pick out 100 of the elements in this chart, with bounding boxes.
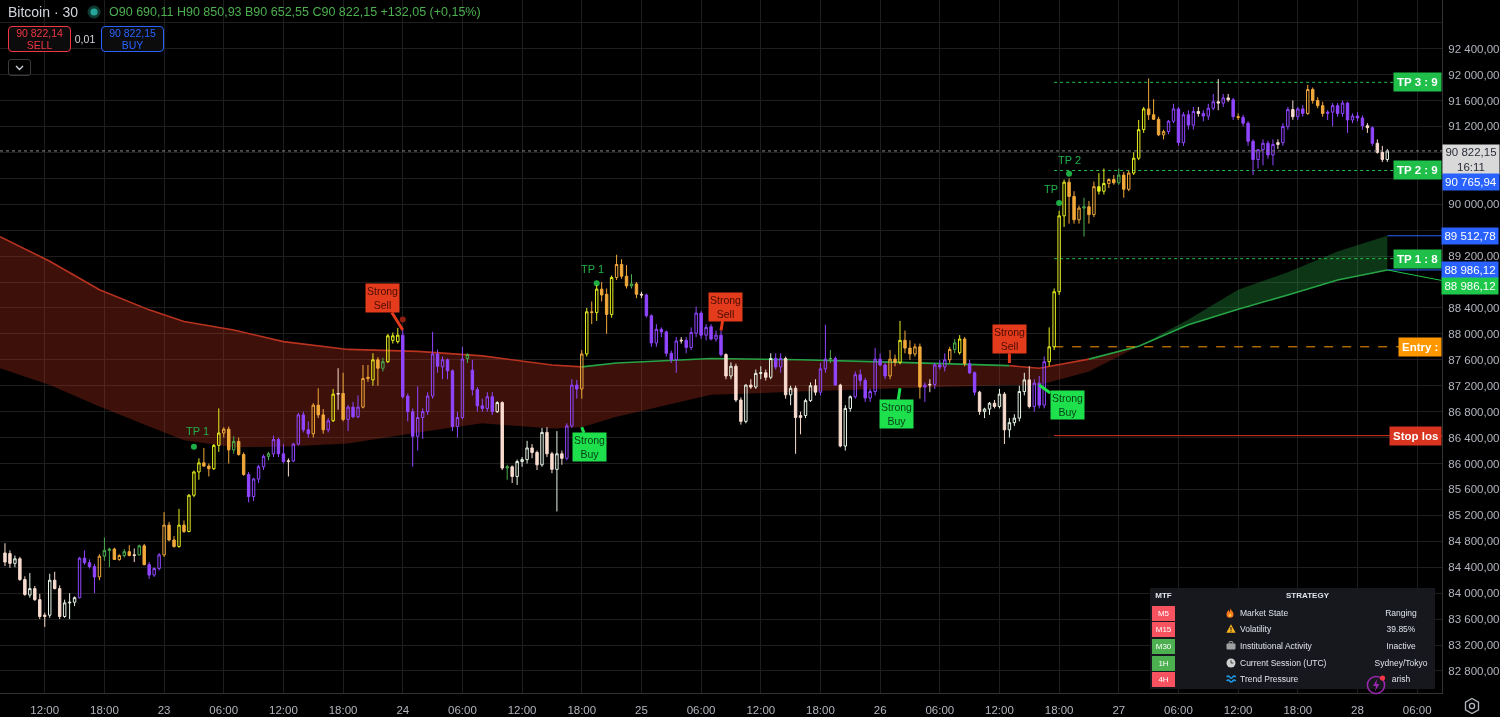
- x-tick-label: 28: [1351, 703, 1364, 716]
- x-tick-label: 18:00: [328, 703, 358, 716]
- annotation: TP 1: [581, 263, 605, 275]
- candlestick: [987, 401, 992, 416]
- x-tick-label: 18:00: [1283, 703, 1313, 716]
- candlestick: [793, 385, 798, 455]
- candlestick: [1191, 106, 1196, 131]
- candlestick: [1320, 101, 1325, 118]
- annotation: Current Session (UTC): [1240, 656, 1327, 670]
- x-tick-label: 06:00: [1402, 703, 1432, 716]
- x-tick-label: 12:00: [746, 703, 776, 716]
- y-tick-label: 91 200,00: [1448, 120, 1500, 133]
- candlestick: [326, 417, 330, 433]
- candlestick: [609, 275, 614, 319]
- candlestick: [614, 254, 619, 281]
- candlestick: [1276, 138, 1280, 150]
- candlestick: [1330, 102, 1335, 127]
- annotation: Institutional Activity: [1240, 640, 1312, 654]
- candlestick: [560, 450, 564, 466]
- x-tick-label: 18:00: [806, 703, 835, 716]
- candlestick: [992, 399, 997, 409]
- candlestick: [1216, 78, 1220, 111]
- annotation: Inactive: [1385, 640, 1417, 654]
- candlestick: [585, 307, 589, 358]
- candlestick: [1231, 97, 1235, 121]
- candlestick: [724, 352, 728, 380]
- candlestick: [818, 362, 823, 396]
- annotation: Market State: [1240, 606, 1289, 620]
- annotation: Strong Sell: [367, 285, 399, 311]
- y-tick-label: 86 800,00: [1448, 405, 1500, 418]
- buy-button: 90 822,15 BUY: [101, 26, 164, 52]
- candlestick: [376, 356, 380, 387]
- y-tick-label: 87 200,00: [1448, 379, 1500, 392]
- text: STRATEGY: [1285, 590, 1330, 602]
- series-label: TP 2 : 9: [1397, 164, 1438, 176]
- candlestick: [341, 372, 345, 422]
- x-tick-label: 12:00: [30, 703, 60, 716]
- y-tick-label: 84 400,00: [1448, 561, 1500, 574]
- candlestick: [1370, 125, 1375, 147]
- candlestick: [1146, 77, 1151, 121]
- candlestick: [778, 352, 783, 374]
- candlestick: [1221, 93, 1225, 108]
- x-tick-label: 12:00: [269, 703, 298, 716]
- annotation: arish: [1390, 673, 1412, 687]
- candlestick: [1082, 197, 1086, 238]
- candlestick: [898, 320, 902, 365]
- candlestick: [1117, 168, 1121, 186]
- candlestick: [87, 558, 92, 570]
- annotation: MTF: [1154, 590, 1173, 602]
- candlestick: [744, 383, 748, 424]
- candlestick: [251, 477, 256, 502]
- candlestick: [634, 281, 639, 299]
- series-label: Stop los: [1393, 430, 1439, 442]
- candlestick: [271, 435, 276, 458]
- candlestick: [788, 385, 793, 406]
- annotation: 0,01: [73, 32, 97, 47]
- text: 90 765,94: [1445, 176, 1497, 188]
- candlestick: [127, 544, 131, 557]
- candlestick: [1171, 103, 1176, 124]
- candlestick: [266, 451, 271, 461]
- annotation: Strong Buy: [574, 434, 606, 460]
- candlestick: [331, 388, 335, 423]
- annotation: 89 512,78: [1444, 230, 1496, 242]
- y-tick-label: 82 800,00: [1448, 664, 1500, 677]
- candlestick: [82, 549, 87, 566]
- candlestick: [957, 334, 962, 356]
- candlestick: [505, 464, 509, 481]
- candlestick: [783, 356, 788, 400]
- candlestick: [371, 352, 375, 387]
- candlestick: [286, 457, 291, 477]
- y-tick-label: 83 200,00: [1448, 639, 1500, 652]
- x-tick-label: 23: [157, 703, 171, 716]
- candlestick: [495, 400, 499, 414]
- candlestick: [336, 367, 340, 411]
- candlestick: [102, 536, 107, 562]
- candlestick: [1291, 99, 1295, 121]
- annotation: Trend Pressure: [1240, 673, 1299, 687]
- x-tick-label: 24: [396, 703, 410, 716]
- candlestick: [256, 464, 261, 484]
- y-tick-label: 86 000,00: [1448, 457, 1500, 470]
- candlestick: [639, 291, 644, 299]
- candlestick: [555, 430, 559, 512]
- candlestick: [1350, 112, 1355, 124]
- x-tick-label: 06:00: [209, 703, 239, 716]
- annotation: Volatility: [1240, 623, 1272, 637]
- candlestick: [1181, 111, 1186, 147]
- candlestick: [465, 352, 470, 364]
- annotation: Ranging: [1384, 606, 1418, 620]
- candlestick: [1365, 122, 1370, 134]
- annotation: Strong Sell: [710, 294, 742, 320]
- candlestick: [1027, 365, 1032, 409]
- candlestick: [838, 383, 843, 448]
- candlestick: [1002, 391, 1007, 445]
- candlestick: [28, 572, 32, 599]
- x-tick-label: 12:00: [1223, 703, 1253, 716]
- candlestick: [1345, 101, 1350, 134]
- candlestick: [1226, 93, 1230, 103]
- candlestick: [281, 443, 286, 465]
- candlestick: [246, 471, 251, 503]
- series-label: TP 3 : 9: [1397, 76, 1438, 88]
